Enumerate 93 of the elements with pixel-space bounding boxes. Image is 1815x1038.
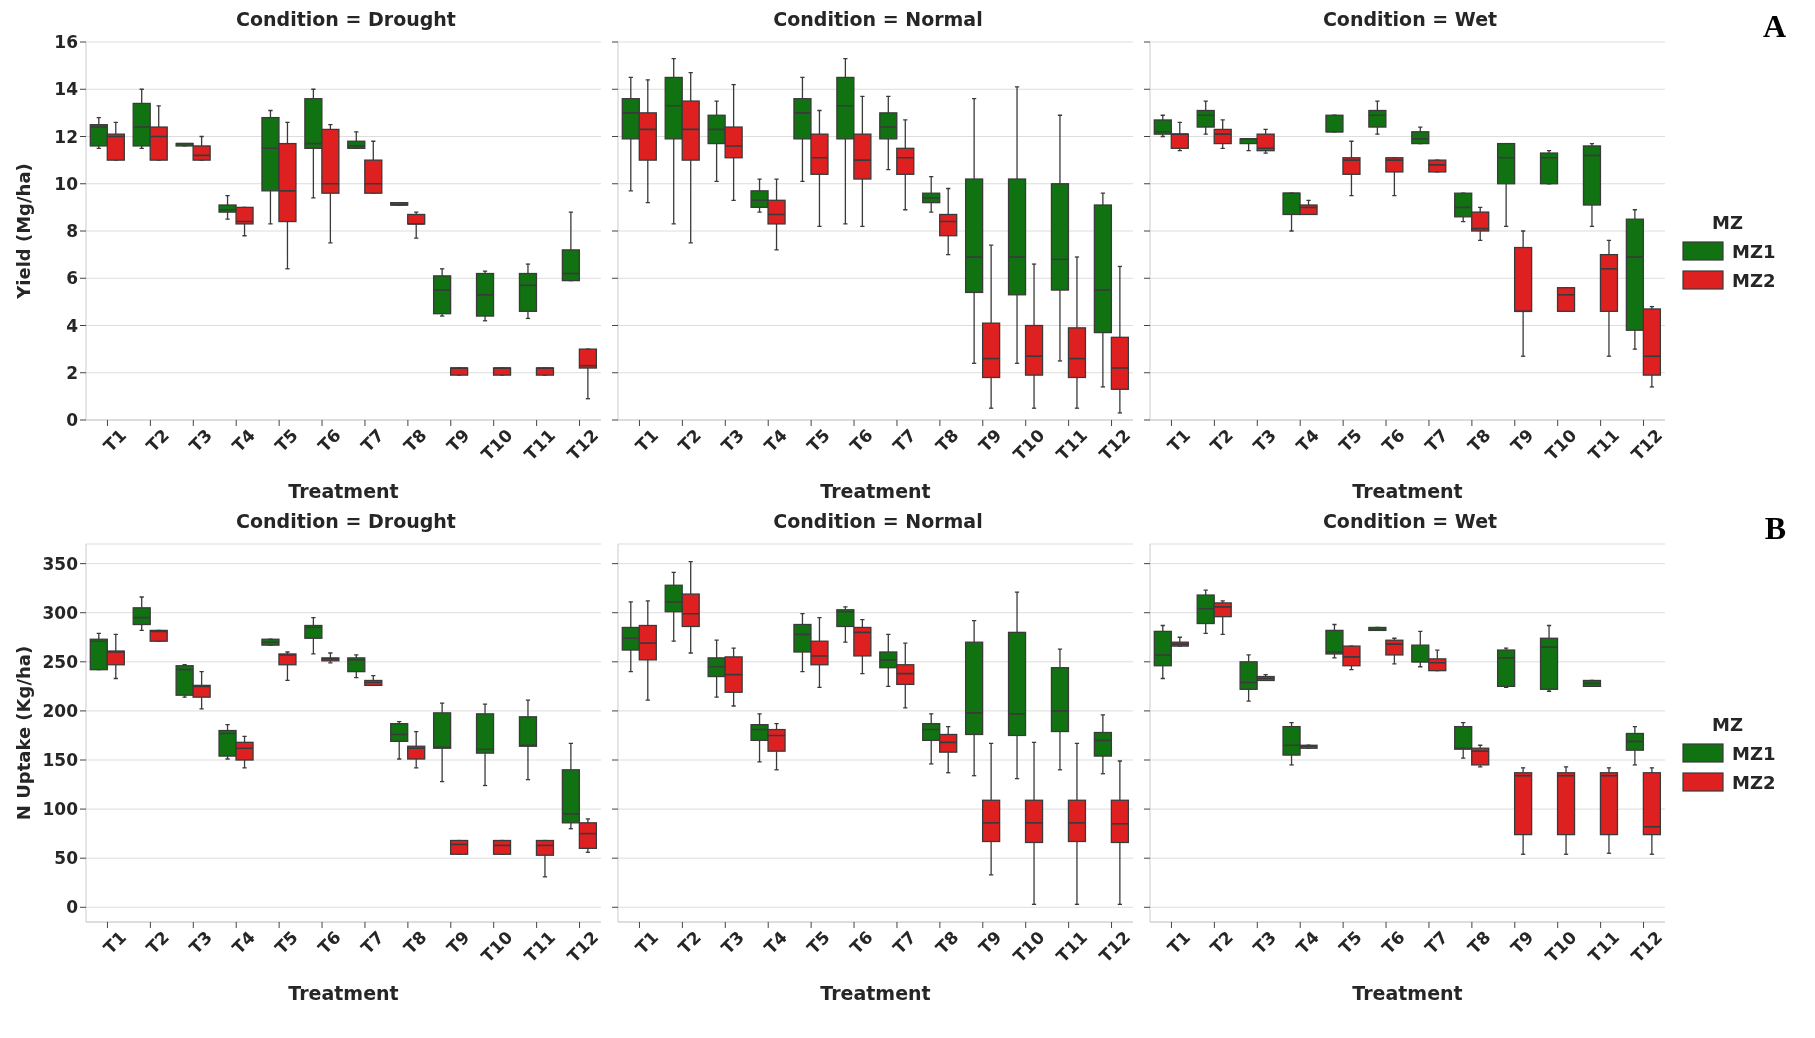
- y-tick-label: 12: [54, 126, 78, 147]
- y-tick-label: 50: [54, 848, 79, 869]
- chart-title: Condition = Drought: [235, 8, 457, 30]
- x-tick-label: T4: [1292, 425, 1323, 456]
- x-tick-label: T1: [1163, 425, 1195, 456]
- x-tick-label: T5: [1335, 927, 1366, 958]
- x-tick-label: T9: [974, 927, 1006, 958]
- y-axis-title: Yield (Mg/ha): [13, 163, 35, 300]
- x-tick-label: T1: [1163, 927, 1195, 958]
- y-tick-label: 8: [66, 221, 78, 242]
- x-tick-label: T4: [760, 927, 791, 958]
- x-tick-label: T1: [631, 927, 663, 958]
- y-tick-label: 300: [42, 602, 79, 623]
- x-tick-label: T5: [1335, 425, 1366, 456]
- x-tick-label: T3: [1249, 927, 1280, 958]
- x-tick-label: T9: [1506, 927, 1538, 958]
- x-tick-label: T4: [1292, 927, 1323, 958]
- y-tick-label: 150: [42, 750, 79, 771]
- x-tick-label: T5: [271, 927, 302, 958]
- y-tick-label: 200: [42, 700, 79, 721]
- x-axis-title: Treatment: [820, 480, 931, 502]
- y-axis-title: N Uptake (Kg/ha): [13, 645, 35, 821]
- legend-title: MZ: [1712, 713, 1744, 735]
- text: B: [1764, 510, 1786, 547]
- x-axis-title: Treatment: [820, 982, 931, 1004]
- chart-title: Condition = Wet: [1321, 8, 1499, 30]
- x-tick-label: T4: [228, 425, 259, 456]
- x-tick-label: T6: [313, 425, 345, 456]
- y-tick-label: 350: [42, 553, 79, 574]
- x-tick-label: T8: [399, 927, 431, 958]
- legend-title: MZ: [1712, 211, 1744, 233]
- x-tick-label: T2: [674, 927, 705, 958]
- x-tick-label: T1: [631, 425, 663, 456]
- chart-title: Condition = Wet: [1321, 510, 1499, 532]
- x-tick-label: T6: [845, 927, 877, 958]
- x-axis-title: Treatment: [288, 982, 399, 1004]
- x-tick-label: T5: [271, 425, 302, 456]
- y-tick-label: 4: [66, 315, 79, 336]
- legend-label: MZ2: [1732, 269, 1776, 291]
- x-tick-label: T8: [1463, 425, 1495, 456]
- y-tick-label: 2: [66, 362, 78, 383]
- x-tick-label: T7: [1420, 425, 1452, 456]
- y-tick-label: 16: [54, 32, 78, 53]
- x-tick-label: T2: [1206, 927, 1237, 958]
- x-tick-label: T3: [717, 927, 748, 958]
- x-tick-label: T3: [185, 425, 216, 456]
- x-tick-label: T3: [185, 927, 216, 958]
- y-tick-label: 250: [42, 651, 79, 672]
- x-tick-label: T2: [1206, 425, 1237, 456]
- x-tick-label: T7: [1420, 927, 1452, 958]
- y-tick-label: 0: [66, 897, 79, 918]
- legend-label: MZ2: [1732, 771, 1776, 793]
- y-tick-label: 0: [66, 410, 79, 431]
- x-tick-label: T1: [99, 927, 131, 958]
- x-tick-label: T5: [803, 425, 834, 456]
- legend-label: MZ1: [1732, 240, 1776, 262]
- x-tick-label: T9: [442, 425, 474, 456]
- chart-title: Condition = Normal: [772, 510, 984, 532]
- x-tick-label: T3: [717, 425, 748, 456]
- y-tick-label: 6: [66, 268, 78, 289]
- x-tick-label: T6: [845, 425, 877, 456]
- x-tick-label: T8: [931, 927, 963, 958]
- x-tick-label: T2: [142, 425, 173, 456]
- y-tick-label: 14: [54, 79, 79, 100]
- chart-title: Condition = Normal: [772, 8, 984, 30]
- x-tick-label: T3: [1249, 425, 1280, 456]
- x-tick-label: T2: [142, 927, 173, 958]
- x-tick-label: T7: [356, 425, 388, 456]
- x-tick-label: T6: [1377, 425, 1409, 456]
- x-tick-label: T4: [760, 425, 791, 456]
- x-tick-label: T2: [674, 425, 705, 456]
- x-tick-label: T6: [313, 927, 345, 958]
- x-tick-label: T7: [356, 927, 388, 958]
- text: A: [1762, 8, 1786, 45]
- x-tick-label: T9: [442, 927, 474, 958]
- x-tick-label: T9: [974, 425, 1006, 456]
- y-tick-label: 100: [42, 799, 79, 820]
- legend-label: MZ1: [1732, 742, 1776, 764]
- y-tick-label: 10: [54, 173, 79, 194]
- x-tick-label: T7: [888, 425, 920, 456]
- x-tick-label: T9: [1506, 425, 1538, 456]
- x-tick-label: T8: [399, 425, 431, 456]
- x-axis-title: Treatment: [1352, 480, 1463, 502]
- x-tick-label: T4: [228, 927, 259, 958]
- chart-title: Condition = Drought: [235, 510, 457, 532]
- x-tick-label: T8: [1463, 927, 1495, 958]
- x-axis-title: Treatment: [288, 480, 399, 502]
- x-tick-label: T5: [803, 927, 834, 958]
- x-tick-label: T8: [931, 425, 963, 456]
- x-axis-title: Treatment: [1352, 982, 1463, 1004]
- x-tick-label: T1: [99, 425, 131, 456]
- x-tick-label: T6: [1377, 927, 1409, 958]
- x-tick-label: T7: [888, 927, 920, 958]
